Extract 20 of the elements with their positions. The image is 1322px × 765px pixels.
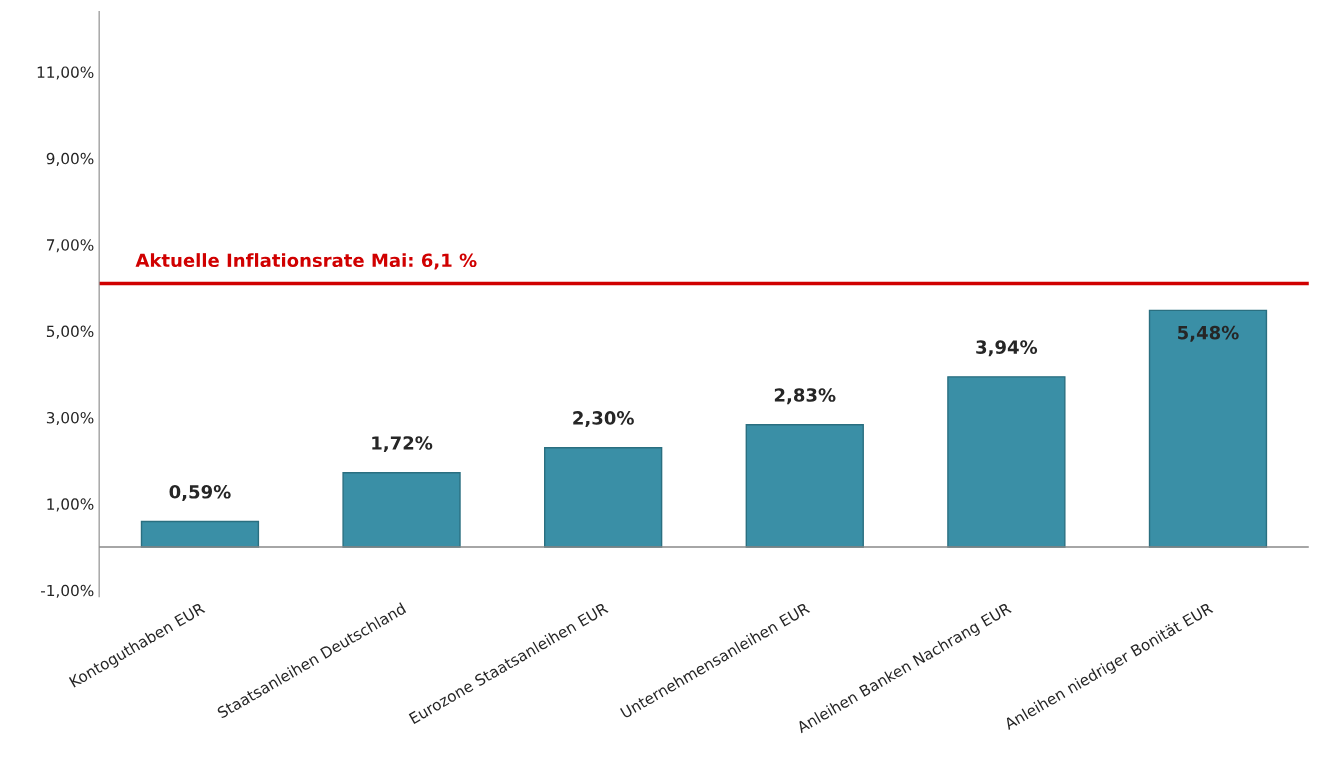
- y-tick-label: 9,00%: [46, 152, 94, 166]
- data-label: 0,59%: [169, 484, 231, 501]
- data-label: 5,48%: [1178, 325, 1239, 342]
- bar: [745, 424, 864, 548]
- data-label: 1,72%: [372, 436, 433, 453]
- data-label: 2,30%: [573, 411, 634, 428]
- bar: [140, 520, 260, 548]
- data-label: 3,94%: [976, 340, 1038, 357]
- y-tick-label: 5,00%: [46, 325, 94, 339]
- bar: [544, 446, 663, 548]
- bar: [1148, 309, 1268, 548]
- y-tick-label: 3,00%: [46, 411, 94, 426]
- y-tick-label: 11,00%: [37, 66, 94, 80]
- data-label: 2,83%: [774, 388, 836, 405]
- bar: [947, 376, 1066, 548]
- ref-line-label: Aktuelle Inflationsrate Mai: 6,1 %: [135, 253, 477, 270]
- y-tick-label: 7,00%: [47, 239, 94, 253]
- y-tick-label: -1,00%: [40, 584, 94, 598]
- y-tick-label: 1,00%: [47, 498, 94, 512]
- bar: [342, 472, 461, 548]
